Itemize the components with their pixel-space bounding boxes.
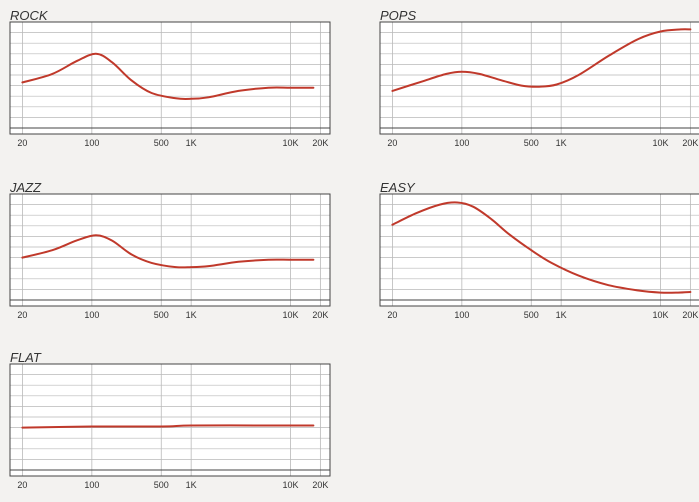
x-tick-label: 20K <box>682 138 698 148</box>
x-tick-label: 10K <box>652 310 668 320</box>
x-tick-label: 20 <box>387 138 397 148</box>
plot-background <box>10 364 330 476</box>
x-tick-label: 20K <box>682 310 698 320</box>
x-tick-label: 1K <box>556 138 567 148</box>
x-tick-label: 500 <box>154 310 169 320</box>
chart-panel-easy: EASY 20 100 500 1K 10K 20K <box>378 180 699 330</box>
x-tick-label: 20K <box>312 310 328 320</box>
chart-title: ROCK <box>10 8 48 23</box>
chart-svg-pops: 20 100 500 1K 10K 20K <box>379 21 699 148</box>
x-tick-label: 500 <box>524 310 539 320</box>
plot-background <box>380 194 699 306</box>
chart-panel-flat: FLAT 20 100 500 1K 10K 20K <box>8 350 334 500</box>
x-tick-label: 10K <box>282 480 298 490</box>
x-tick-label: 1K <box>186 480 197 490</box>
x-tick-label: 1K <box>556 310 567 320</box>
chart-svg-flat: 20 100 500 1K 10K 20K <box>9 363 331 490</box>
x-tick-label: 100 <box>454 138 469 148</box>
x-tick-label: 20K <box>312 480 328 490</box>
eq-curve <box>391 201 692 294</box>
eq-curve <box>21 234 315 269</box>
x-tick-label: 100 <box>84 138 99 148</box>
plot-frame <box>9 363 331 477</box>
plot-background <box>10 194 330 306</box>
x-tick-label: 1K <box>186 310 197 320</box>
chart-title: POPS <box>380 8 417 23</box>
chart-title: FLAT <box>10 350 41 365</box>
x-tick-label: 20 <box>387 310 397 320</box>
chart-panel-pops: POPS 20 100 500 1K 10K 20K <box>378 8 699 158</box>
chart-panel-jazz: JAZZ 20 100 500 1K 10K 20K <box>8 180 334 330</box>
plot-frame <box>379 193 699 307</box>
x-tick-label: 20K <box>312 138 328 148</box>
chart-svg-easy: 20 100 500 1K 10K 20K <box>379 193 699 320</box>
x-tick-label: 10K <box>282 138 298 148</box>
x-tick-label: 100 <box>454 310 469 320</box>
eq-curve <box>21 424 315 429</box>
chart-svg-jazz: 20 100 500 1K 10K 20K <box>9 193 331 320</box>
x-tick-label: 100 <box>84 480 99 490</box>
eq-curve <box>391 28 692 92</box>
x-tick-label: 100 <box>84 310 99 320</box>
chart-svg-rock: 20 100 500 1K 10K 20K <box>9 21 331 148</box>
plot-background <box>10 22 330 134</box>
chart-title: JAZZ <box>10 180 42 195</box>
x-tick-label: 500 <box>154 138 169 148</box>
plot-frame <box>9 193 331 307</box>
x-tick-label: 10K <box>652 138 668 148</box>
chart-panel-rock: ROCK 20 100 500 1K 10K 20K <box>8 8 334 158</box>
x-tick-label: 20 <box>17 138 27 148</box>
x-tick-label: 1K <box>186 138 197 148</box>
x-tick-label: 20 <box>17 310 27 320</box>
x-tick-label: 500 <box>524 138 539 148</box>
x-tick-label: 500 <box>154 480 169 490</box>
plot-frame <box>379 21 699 135</box>
eq-curve <box>21 52 315 100</box>
x-tick-label: 10K <box>282 310 298 320</box>
plot-frame <box>9 21 331 135</box>
x-tick-label: 20 <box>17 480 27 490</box>
chart-title: EASY <box>380 180 415 195</box>
